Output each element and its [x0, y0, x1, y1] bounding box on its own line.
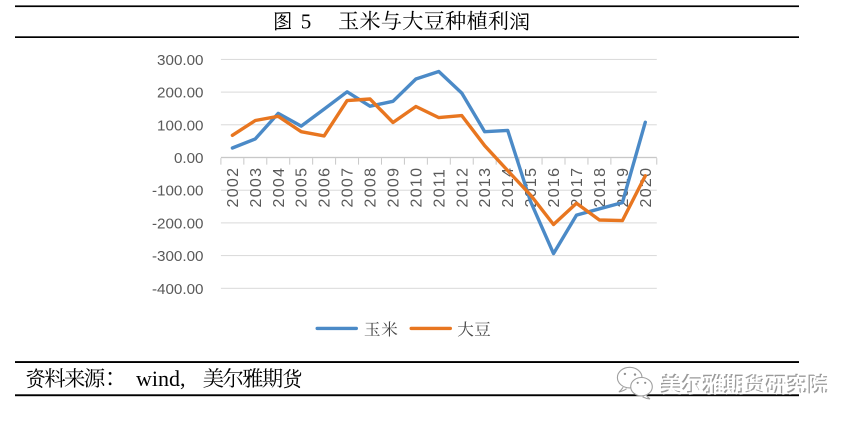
svg-text:200.00: 200.00 — [157, 85, 203, 102]
svg-text:-300.00: -300.00 — [152, 248, 204, 265]
svg-text:2002: 2002 — [225, 167, 242, 208]
svg-text:-400.00: -400.00 — [152, 281, 204, 298]
svg-text:2006: 2006 — [317, 167, 334, 208]
svg-text:2004: 2004 — [271, 167, 288, 208]
svg-text:wind,: wind, — [136, 366, 186, 391]
svg-text:300.00: 300.00 — [157, 52, 203, 69]
svg-text:5: 5 — [301, 10, 312, 34]
svg-text:2003: 2003 — [248, 167, 265, 208]
svg-text:2017: 2017 — [569, 167, 586, 208]
svg-text:2012: 2012 — [454, 167, 471, 208]
svg-text:2019: 2019 — [615, 167, 632, 208]
svg-text:100.00: 100.00 — [157, 117, 203, 134]
svg-text:-200.00: -200.00 — [152, 215, 204, 232]
svg-text:2008: 2008 — [363, 167, 380, 208]
svg-text:2018: 2018 — [592, 167, 609, 208]
svg-text:0.00: 0.00 — [174, 150, 204, 167]
svg-text:2009: 2009 — [386, 167, 403, 208]
svg-text:-100.00: -100.00 — [152, 183, 204, 200]
svg-text:2013: 2013 — [477, 167, 494, 208]
svg-text:2010: 2010 — [408, 167, 425, 208]
svg-text:2016: 2016 — [546, 167, 563, 208]
svg-text:2020: 2020 — [638, 167, 655, 208]
svg-text:2007: 2007 — [340, 167, 357, 208]
svg-text:2011: 2011 — [431, 168, 448, 208]
svg-text:2015: 2015 — [523, 167, 540, 208]
svg-text:2005: 2005 — [294, 167, 311, 208]
